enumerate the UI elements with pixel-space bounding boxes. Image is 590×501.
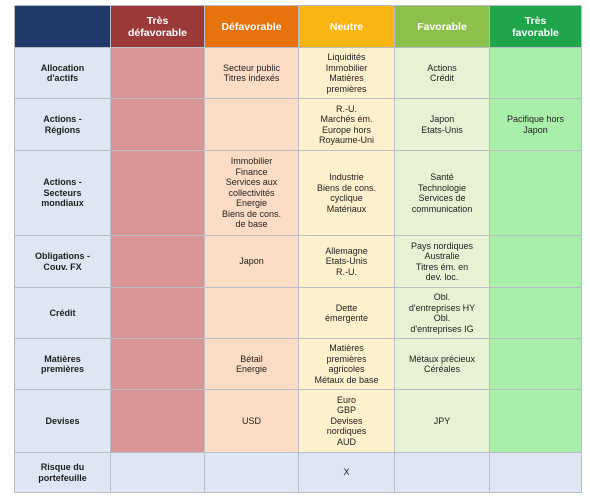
cell-tres-favorable: Pacifique hors Japon <box>489 98 582 151</box>
cell-tres-defavorable <box>110 47 205 99</box>
cell-favorable: Santé Technologie Services de communicat… <box>394 150 490 236</box>
cell-favorable: Actions Crédit <box>394 47 490 99</box>
header-neutre: Neutre <box>298 5 395 48</box>
cell-tres-defavorable <box>110 98 205 151</box>
table-row: Devises USD Euro GBP Devises nordiques A… <box>14 389 582 453</box>
cell-favorable: Japon Etats-Unis <box>394 98 490 151</box>
cell-favorable: Obl. d'entreprises HY Obl. d'entreprises… <box>394 287 490 339</box>
cell-favorable <box>394 452 490 493</box>
header-tres-defavorable: Très défavorable <box>110 5 205 48</box>
cell-tres-favorable <box>489 150 582 236</box>
table-row: Allocation d'actifs Secteur public Titre… <box>14 47 582 99</box>
row-label: Actions - Secteurs mondiaux <box>14 150 111 236</box>
cell-neutre: Liquidités Immobilier Matières premières <box>298 47 395 99</box>
cell-tres-favorable <box>489 389 582 453</box>
header-tres-favorable: Très favorable <box>489 5 582 48</box>
cell-tres-favorable <box>489 452 582 493</box>
cell-defavorable <box>204 452 299 493</box>
header-corner <box>14 5 111 48</box>
cell-neutre: Euro GBP Devises nordiques AUD <box>298 389 395 453</box>
cell-defavorable: Secteur public Titres indexés <box>204 47 299 99</box>
cell-defavorable: Immobilier Finance Services aux collecti… <box>204 150 299 236</box>
allocation-table: Très défavorable Défavorable Neutre Favo… <box>14 5 582 493</box>
table-row: Actions - Secteurs mondiaux Immobilier F… <box>14 150 582 236</box>
cell-tres-defavorable <box>110 287 205 339</box>
cell-neutre: Dette émergente <box>298 287 395 339</box>
cell-tres-defavorable <box>110 452 205 493</box>
cell-neutre: Allemagne Etats-Unis R.-U. <box>298 235 395 288</box>
row-label: Matières premières <box>14 338 111 390</box>
cell-favorable: Pays nordiques Australie Titres ém. en d… <box>394 235 490 288</box>
row-label: Actions - Régions <box>14 98 111 151</box>
cell-neutre: R.-U. Marchés ém. Europe hors Royaume-Un… <box>298 98 395 151</box>
table-row: Obligations - Couv. FX Japon Allemagne E… <box>14 235 582 288</box>
row-label: Risque du portefeuille <box>14 452 111 493</box>
cell-tres-defavorable <box>110 150 205 236</box>
cell-tres-defavorable <box>110 389 205 453</box>
cell-neutre: X <box>298 452 395 493</box>
header-row: Très défavorable Défavorable Neutre Favo… <box>14 5 582 48</box>
row-label: Crédit <box>14 287 111 339</box>
table-row: Risque du portefeuille X <box>14 452 582 493</box>
table-row: Matières premières Bétail Energie Matièr… <box>14 338 582 390</box>
table-row: Crédit Dette émergente Obl. d'entreprise… <box>14 287 582 339</box>
cell-tres-defavorable <box>110 338 205 390</box>
cell-defavorable: Japon <box>204 235 299 288</box>
cell-defavorable: Bétail Energie <box>204 338 299 390</box>
cell-neutre: Industrie Biens de cons. cyclique Matéri… <box>298 150 395 236</box>
cell-tres-defavorable <box>110 235 205 288</box>
cell-defavorable <box>204 287 299 339</box>
cell-tres-favorable <box>489 47 582 99</box>
header-defavorable: Défavorable <box>204 5 299 48</box>
cell-neutre: Matières premières agricoles Métaux de b… <box>298 338 395 390</box>
header-favorable: Favorable <box>394 5 490 48</box>
row-label: Allocation d'actifs <box>14 47 111 99</box>
cell-defavorable <box>204 98 299 151</box>
cell-tres-favorable <box>489 235 582 288</box>
table-row: Actions - Régions R.-U. Marchés ém. Euro… <box>14 98 582 151</box>
row-label: Obligations - Couv. FX <box>14 235 111 288</box>
cell-tres-favorable <box>489 287 582 339</box>
cell-defavorable: USD <box>204 389 299 453</box>
row-label: Devises <box>14 389 111 453</box>
cell-favorable: JPY <box>394 389 490 453</box>
cell-favorable: Métaux précieux Céréales <box>394 338 490 390</box>
cell-tres-favorable <box>489 338 582 390</box>
